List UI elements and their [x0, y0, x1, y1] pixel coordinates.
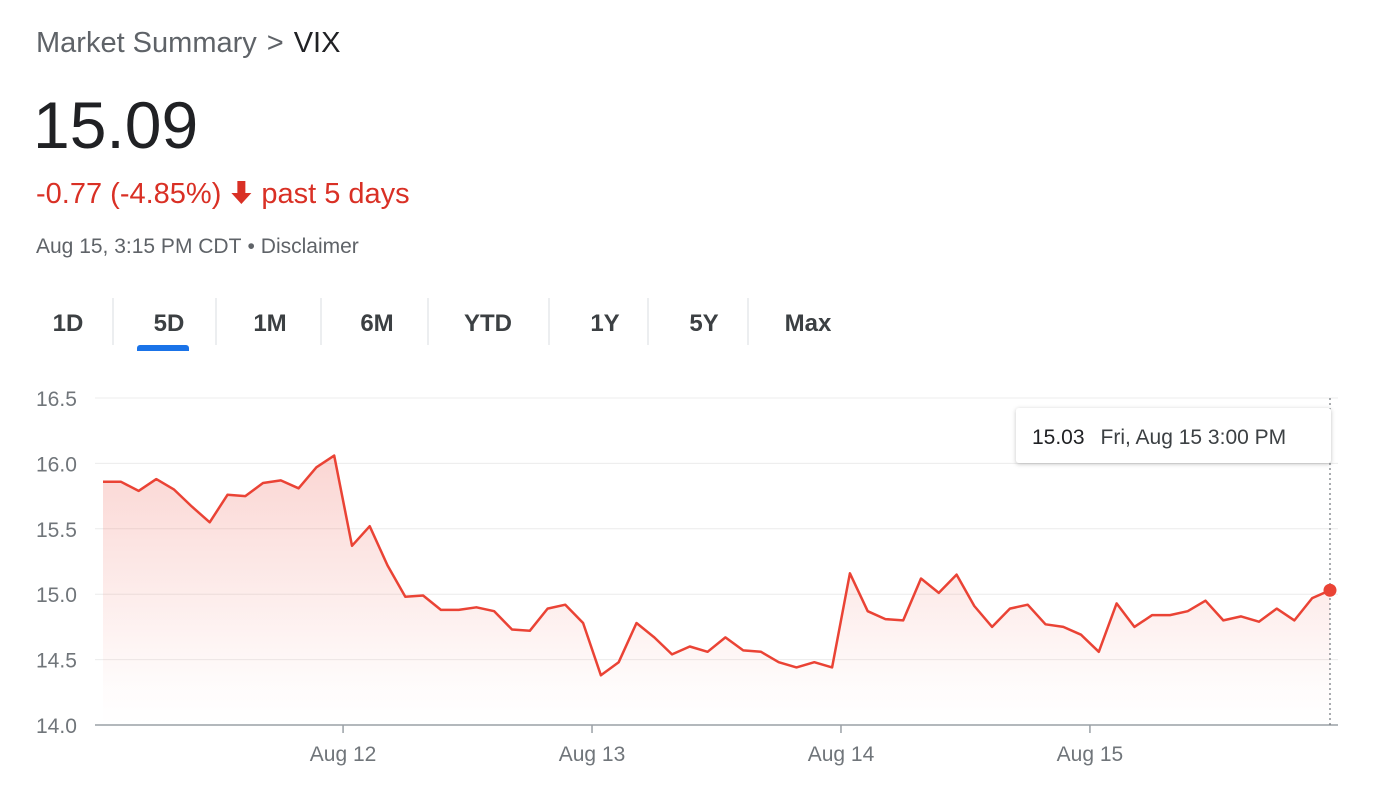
- price-line: [103, 454, 1331, 677]
- tooltip-box: [1015, 408, 1331, 463]
- range-tab[interactable]: 6M: [360, 310, 393, 337]
- tooltip-value: 15.03: [1032, 426, 1085, 449]
- range-tab[interactable]: Max: [785, 310, 832, 337]
- hover-dot: [1323, 583, 1337, 597]
- y-tick-label: 16.0: [36, 453, 77, 476]
- change-period: past 5 days: [261, 178, 409, 210]
- symbol: VIX: [294, 27, 341, 59]
- price-change: -0.77 (-4.85%): [36, 178, 221, 210]
- x-tick-label: Aug 12: [310, 743, 377, 766]
- y-tick-label: 15.5: [36, 519, 77, 542]
- x-tick-label: Aug 13: [559, 743, 626, 766]
- timestamp: Aug 15, 3:15 PM CDT: [36, 235, 242, 258]
- range-tab[interactable]: 1Y: [590, 310, 619, 337]
- down-arrow: [231, 181, 252, 204]
- breadcrumb-link[interactable]: Market Summary: [36, 27, 257, 59]
- disclaimer-link[interactable]: Disclaimer: [261, 235, 359, 258]
- chart: 14.0 14.5 15.0 15.5 16.0 16.5 Aug 12 Aug 13 Aug …: [36, 388, 1338, 766]
- dot: •: [247, 235, 254, 258]
- range-tab[interactable]: 1D: [53, 310, 84, 337]
- breadcrumb-separator: >: [267, 27, 284, 59]
- x-tick-label: Aug 15: [1057, 743, 1124, 766]
- area: [103, 455, 1330, 725]
- y-tick-label: 14.5: [36, 650, 77, 673]
- range-tab[interactable]: 5Y: [689, 310, 718, 337]
- x-tick-label: Aug 14: [808, 743, 875, 766]
- range-tab[interactable]: YTD: [464, 310, 512, 337]
- range-tab[interactable]: 1M: [253, 310, 286, 337]
- timestamp-line: Aug 15, 3:15 PM CDT • Disclaimer: [36, 235, 359, 258]
- tooltip-label: Fri, Aug 15 3:00 PM: [1101, 426, 1287, 449]
- y-tick-label: 15.0: [36, 584, 77, 607]
- y-tick-label: 16.5: [36, 388, 77, 411]
- tab-underline: [137, 345, 189, 351]
- breadcrumb: Market Summary > VIX: [36, 27, 340, 59]
- y-tick-label: 14.0: [36, 715, 77, 738]
- price: 15.09: [33, 88, 198, 162]
- range-tabs: 1D 5D 1M 6M YTD 1Y 5Y Max: [53, 298, 832, 351]
- range-tab[interactable]: 5D: [154, 310, 185, 337]
